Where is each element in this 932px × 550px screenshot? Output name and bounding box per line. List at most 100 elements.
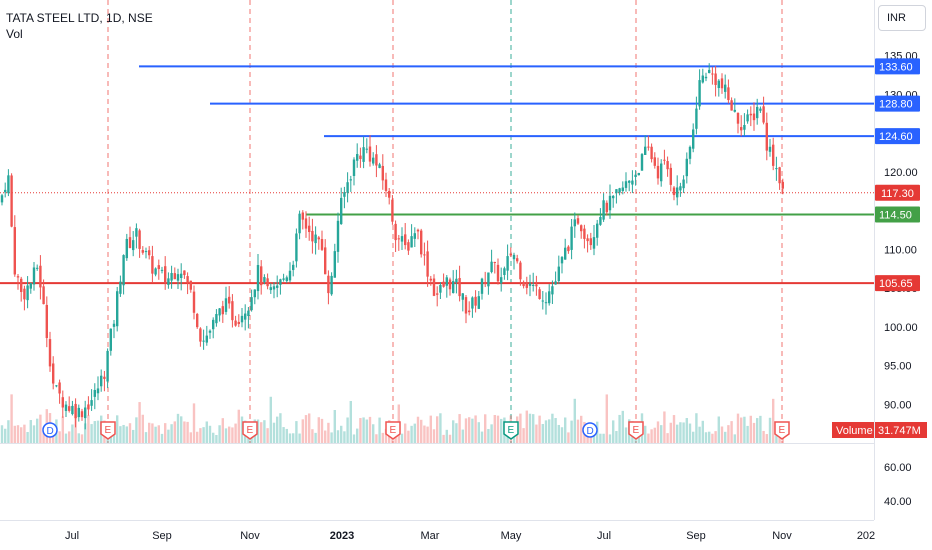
earnings-marker[interactable]: E <box>385 421 401 440</box>
candle-body <box>704 76 708 79</box>
candle-body <box>346 182 349 193</box>
indicator-label[interactable]: Vol <box>6 27 23 41</box>
volume-bar <box>580 415 583 443</box>
candle-body <box>500 277 503 284</box>
earnings-glyph: E <box>633 425 640 436</box>
candle-body <box>176 274 180 281</box>
volume-bar <box>151 423 154 443</box>
volume-bar <box>570 420 573 443</box>
dividend-marker[interactable]: D <box>582 422 598 438</box>
volume-bar <box>551 413 554 443</box>
earnings-icon <box>503 421 519 440</box>
level-label-text: 128.80 <box>879 99 913 111</box>
candle-body <box>0 195 4 203</box>
time-tick-label: 202 <box>857 530 875 542</box>
volume-bar <box>573 398 576 443</box>
candle-body <box>490 261 493 273</box>
volume-bar <box>276 416 279 443</box>
volume-bar <box>186 421 189 443</box>
candle-body <box>781 181 784 189</box>
volume-bar <box>237 409 240 443</box>
time-tick-label: Nov <box>772 530 792 542</box>
candle-body <box>416 229 420 232</box>
earnings-glyph: E <box>390 425 397 436</box>
candle-body <box>388 190 391 198</box>
candle-body <box>448 279 452 290</box>
candle-body <box>116 291 119 327</box>
earnings-marker[interactable]: E <box>100 421 116 440</box>
volume-bar <box>602 433 605 443</box>
candle-body <box>84 407 87 419</box>
candle-body <box>519 262 522 280</box>
candle-body <box>570 226 573 250</box>
candle-body <box>621 187 624 191</box>
volume-bar <box>119 426 122 443</box>
volume-bar <box>538 415 541 443</box>
volume-bar <box>775 429 778 443</box>
level-label-bg <box>875 275 920 292</box>
candle-body <box>71 405 74 415</box>
last-price-label: 117.30 <box>875 184 920 201</box>
volume-bar <box>336 430 340 443</box>
candle-body <box>272 286 276 290</box>
volume-bar <box>266 428 269 443</box>
level-label-bg <box>875 128 920 145</box>
volume-bar <box>269 396 272 443</box>
volume-bar <box>279 413 282 443</box>
candle-body <box>528 283 532 286</box>
candle-body <box>256 264 260 292</box>
candle-body <box>768 146 772 152</box>
candle-body <box>583 228 586 239</box>
candle-body <box>330 275 333 295</box>
volume-bar <box>260 422 263 443</box>
candle-body <box>631 180 634 185</box>
volume-bar <box>122 424 125 443</box>
dividend-marker[interactable]: D <box>42 422 58 438</box>
candle-body <box>413 233 416 239</box>
volume-bar <box>39 414 42 443</box>
volume-bar <box>714 431 717 443</box>
volume-bar <box>455 423 458 443</box>
candle-body <box>730 100 733 111</box>
level-price-label: 114.50 <box>875 206 920 223</box>
volume-bar <box>525 410 528 443</box>
volume-bar <box>23 424 26 443</box>
candle-body <box>109 328 112 351</box>
candle-body <box>397 238 400 240</box>
volume-bar <box>730 421 733 443</box>
volume-bar <box>768 417 772 443</box>
price-tick-label: 90.00 <box>884 399 912 411</box>
candle-body <box>228 296 231 304</box>
volume-bar <box>733 434 736 443</box>
earnings-marker[interactable]: E <box>242 421 258 440</box>
volume-bar <box>352 434 356 443</box>
candle-body <box>484 282 487 285</box>
volume-bar <box>621 410 624 443</box>
candle-body <box>36 267 39 269</box>
candle-body <box>391 199 394 222</box>
volume-bar <box>458 414 461 443</box>
last-price-text: 117.30 <box>881 188 914 200</box>
candle-body <box>458 278 461 297</box>
volume-bar <box>384 428 388 443</box>
volume-badge[interactable]: Volume 31.747M <box>832 422 927 438</box>
earnings-marker[interactable]: E <box>774 421 790 440</box>
candle-body <box>240 315 244 323</box>
earnings-marker[interactable]: E <box>503 421 519 440</box>
volume-bar <box>656 421 660 443</box>
earnings-marker[interactable]: E <box>628 421 644 440</box>
volume-bar <box>346 417 349 443</box>
volume-bar <box>605 394 608 443</box>
candle-body <box>685 158 688 177</box>
symbol-title[interactable]: TATA STEEL LTD, 1D, NSE <box>6 11 153 25</box>
candle-body <box>410 236 413 248</box>
volume-bar <box>295 421 298 443</box>
candle-body <box>260 266 263 286</box>
pane-separator[interactable] <box>0 443 874 444</box>
candle-body <box>564 247 567 260</box>
candle-body <box>106 350 109 382</box>
volume-bar <box>576 419 580 443</box>
currency-button[interactable]: INR <box>878 5 926 31</box>
